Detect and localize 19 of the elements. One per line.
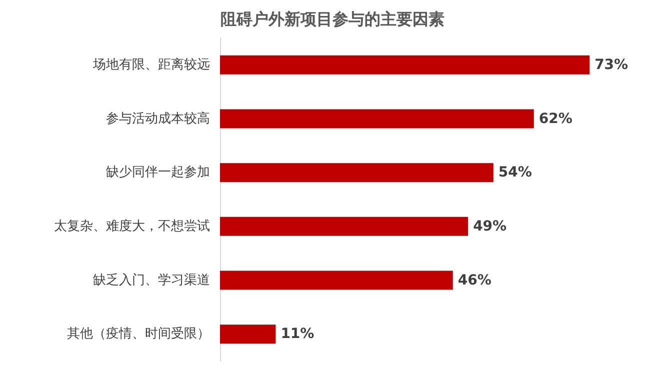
chart-title: 阻碍户外新项目参与的主要因素 xyxy=(220,10,444,28)
data-label: 54% xyxy=(498,164,532,181)
y-tick-label: 其他（疫情、时间受限） xyxy=(67,326,210,342)
bar xyxy=(220,109,534,128)
data-label: 11% xyxy=(280,326,314,342)
bar xyxy=(220,270,453,290)
bar xyxy=(220,55,590,74)
data-label: 62% xyxy=(538,110,572,127)
y-tick-label: 场地有限、距离较远 xyxy=(92,56,210,72)
data-label: 73% xyxy=(594,56,628,73)
y-tick-label: 缺少同伴一起参加 xyxy=(106,165,210,180)
data-label: 49% xyxy=(473,218,507,234)
y-tick-label: 太复杂、难度大，不想尝试 xyxy=(54,218,210,234)
data-label: 46% xyxy=(458,272,492,288)
bar xyxy=(220,216,468,236)
bar xyxy=(220,324,276,344)
bar xyxy=(220,163,494,182)
y-tick-label: 缺乏入门、学习渠道 xyxy=(93,272,210,288)
y-tick-label: 参与活动成本较高 xyxy=(106,110,210,126)
